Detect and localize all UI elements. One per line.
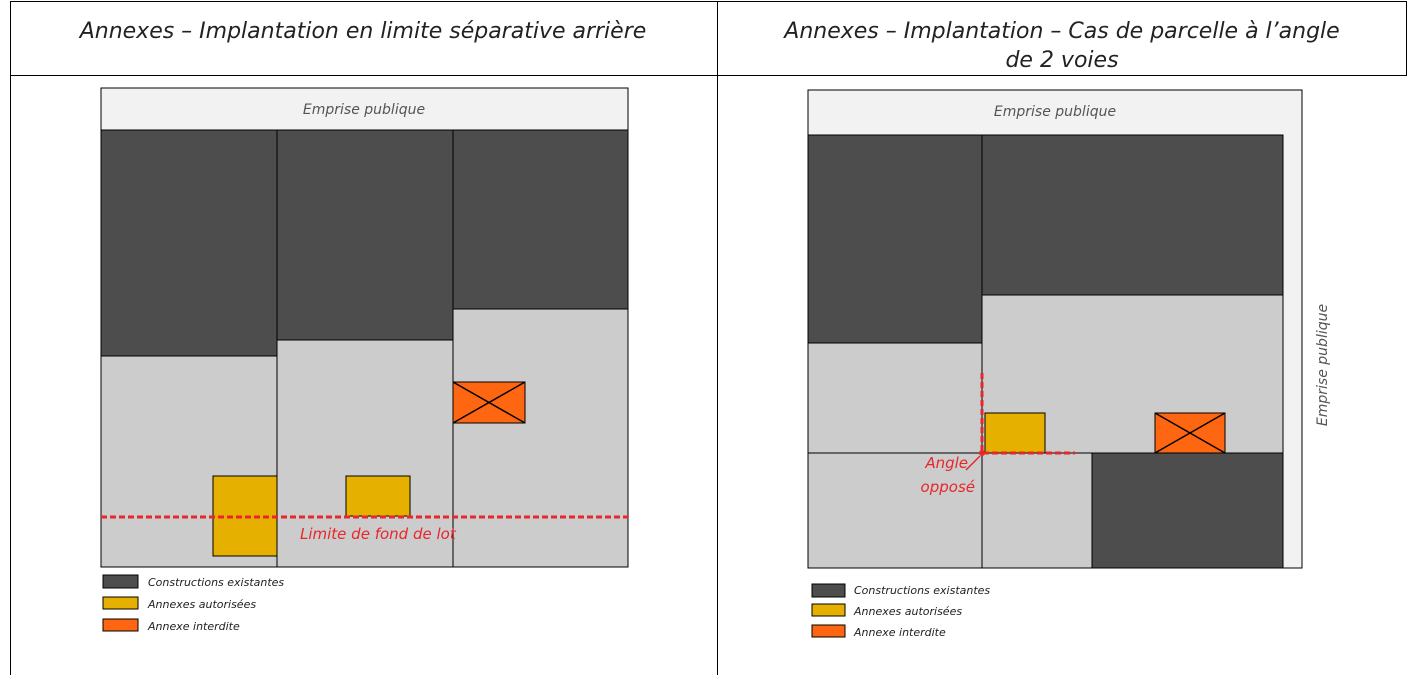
legend-label: Annexes autorisées	[853, 605, 962, 618]
legend-swatch	[811, 583, 846, 598]
legend-label: Constructions existantes	[854, 584, 990, 597]
public-label: Emprise publique	[994, 104, 1116, 120]
building	[100, 129, 278, 357]
header-line: de 2 voies	[1005, 48, 1118, 73]
legend-swatch	[102, 596, 139, 610]
building	[807, 134, 983, 344]
public-side-label: Emprise publique	[1315, 304, 1331, 426]
legend-label: Annexe interdite	[853, 626, 946, 639]
angle-label: opposé	[921, 478, 975, 496]
header: Annexes – Implantation – Cas de parcelle…	[782, 19, 1339, 73]
table-lines	[10, 1, 1407, 675]
public-area	[100, 87, 629, 131]
legend-swatch	[811, 624, 846, 638]
parcel	[981, 294, 1284, 454]
cross	[1154, 412, 1226, 454]
allowed-annex	[984, 412, 1046, 454]
allowed-annex	[345, 475, 411, 517]
legend-swatch	[102, 618, 139, 632]
legend-label: Annexes autorisées	[147, 598, 256, 611]
building	[981, 134, 1284, 296]
building	[276, 129, 454, 341]
parcel	[807, 452, 983, 569]
header-line: Annexes – Implantation – Cas de parcelle…	[782, 19, 1339, 44]
angle-label: Angle	[924, 454, 968, 472]
cross	[452, 381, 526, 424]
parcel	[981, 452, 1093, 569]
legend-label: Constructions existantes	[148, 576, 284, 589]
diagram-2: Emprise publique Emprise publique Angle …	[807, 89, 1331, 639]
legend-label: Annexe interdite	[147, 620, 240, 633]
legend-swatch	[811, 603, 846, 617]
building	[452, 129, 629, 310]
diagram-1: Emprise publique Limite de fond de lot C…	[100, 87, 629, 633]
limit-label: Limite de fond de lot	[300, 525, 457, 543]
angle-point	[979, 450, 985, 456]
header: Annexes – Implantation en limite séparat…	[78, 19, 647, 44]
public-label: Emprise publique	[303, 102, 425, 118]
angle-arrow	[965, 455, 981, 471]
building	[1091, 452, 1284, 569]
parcel	[807, 342, 983, 454]
legend-swatch	[102, 574, 139, 589]
